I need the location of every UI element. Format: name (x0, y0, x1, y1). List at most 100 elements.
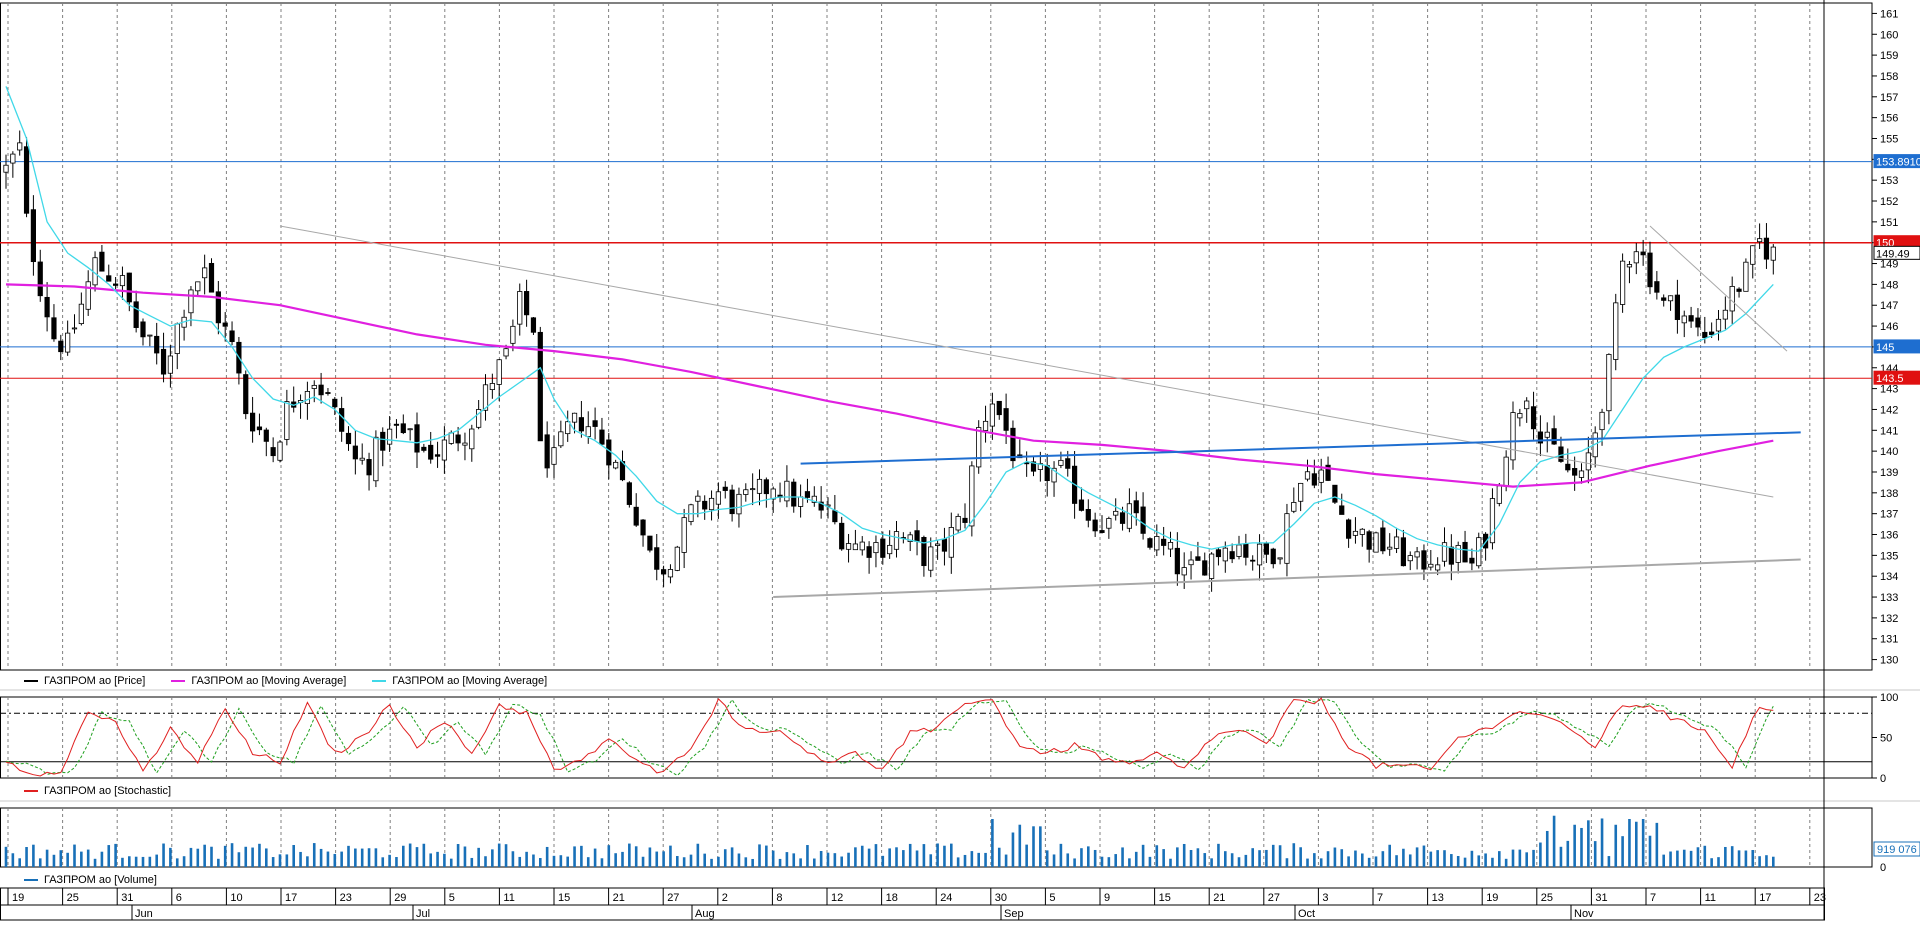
volume-bar (1210, 858, 1213, 867)
volume-bar (25, 847, 28, 867)
candle-body (188, 289, 194, 314)
candle-body (386, 428, 393, 445)
candle-body (743, 489, 749, 495)
volume-bar (881, 855, 885, 867)
volume-bar (1148, 856, 1152, 867)
volume-bar (32, 844, 35, 867)
candle-body (1140, 506, 1146, 534)
candle-body (537, 331, 543, 442)
volume-bar (1559, 846, 1563, 867)
volume-bar (778, 858, 782, 867)
volume-bar (422, 843, 426, 867)
candle-body (715, 491, 722, 505)
volume-bar (1128, 858, 1131, 867)
candle-body (1065, 458, 1071, 469)
volume-bar (1504, 858, 1508, 867)
volume-bar (559, 855, 563, 867)
volume-bar (18, 858, 21, 867)
candle-body (1537, 431, 1543, 444)
volume-bar (175, 858, 179, 867)
candle-body (1469, 557, 1475, 564)
volume-bar (436, 851, 439, 867)
candle-body (873, 542, 879, 554)
candle-body (613, 461, 619, 469)
badge-level-145-box (1873, 339, 1920, 354)
volume-bar (1689, 850, 1693, 867)
volume-bar (710, 858, 713, 867)
legend-label: ГАЗПРОМ ао [Volume] (44, 874, 157, 886)
volume-bar (347, 845, 350, 867)
volume-bar (1121, 847, 1124, 867)
price-axis-label: 133 (1880, 592, 1898, 604)
volume-bar (1710, 858, 1713, 867)
volume-bar (922, 844, 926, 867)
volume-bar (1758, 856, 1761, 867)
volume-bar (1045, 850, 1049, 867)
price-axis-label: 158 (1880, 71, 1898, 83)
candle-body (1003, 408, 1009, 431)
candle-body (1222, 547, 1228, 562)
volume-bar (1251, 848, 1254, 867)
volume-bar (477, 847, 480, 867)
candle-body (1099, 530, 1105, 533)
volume-bar (1004, 854, 1008, 867)
volume-bar (395, 857, 398, 867)
candle-body (1304, 471, 1311, 480)
candle-body (441, 439, 448, 461)
x-axis-day-label: 30 (995, 892, 1007, 904)
candle-body (599, 429, 605, 445)
candle-body (1325, 464, 1331, 481)
candle-body (1174, 547, 1180, 575)
x-axis-day-label: 3 (1322, 892, 1328, 904)
candle-body (1044, 465, 1050, 482)
candle-body (914, 530, 920, 542)
price-axis-label: 161 (1880, 8, 1898, 20)
volume-bar (1217, 843, 1220, 867)
candle-body (606, 439, 612, 466)
stochastic-k-line (5, 697, 1774, 777)
candle-body (1154, 536, 1160, 551)
price-axis-label: 135 (1880, 550, 1898, 562)
candle-body (304, 391, 311, 404)
candle-body (1133, 500, 1139, 514)
volume-bar (860, 845, 864, 867)
volume-bar (895, 847, 898, 867)
candle-body (859, 541, 865, 551)
candle-body (1558, 446, 1564, 462)
volume-bar (539, 858, 542, 867)
volume-bar (1114, 854, 1117, 867)
candle-body (1729, 286, 1735, 312)
price-axis-label: 142 (1880, 404, 1898, 416)
candle-body (935, 543, 941, 546)
candle-body (1167, 541, 1174, 550)
volume-bar (443, 853, 446, 867)
candle-body (578, 417, 585, 432)
candle-body (852, 543, 859, 551)
volume-bar (826, 852, 830, 867)
candle-body (469, 428, 475, 450)
volume-bar (867, 848, 871, 867)
candle-body (455, 434, 461, 444)
x-axis-month-label: Nov (1574, 908, 1594, 920)
candle-body (811, 495, 817, 503)
volume-bar (1539, 842, 1542, 867)
volume-bar (1080, 848, 1083, 867)
price-axis-label: 152 (1880, 196, 1898, 208)
candle-body (1599, 411, 1605, 431)
candle-body (982, 420, 989, 431)
volume-bar (504, 844, 508, 867)
volume-bar (1039, 826, 1042, 867)
volume-bar (470, 857, 474, 867)
volume-bar (182, 856, 186, 867)
volume-bar (80, 851, 83, 867)
trend-line-gray-short-down (1649, 225, 1788, 352)
volume-bar (1443, 850, 1446, 867)
volume-bar (1176, 847, 1179, 867)
volume-bar (463, 846, 467, 867)
candle-body (3, 164, 9, 173)
candle-body (1640, 251, 1646, 256)
candle-body (311, 384, 317, 389)
candle-body (928, 546, 934, 571)
candle-body (332, 398, 338, 408)
x-axis-day-label: 23 (1814, 892, 1826, 904)
